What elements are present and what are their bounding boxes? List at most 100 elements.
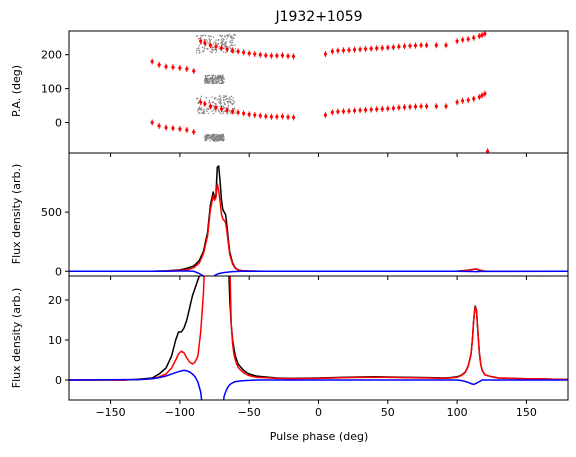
gray-scatter-point bbox=[200, 37, 202, 39]
profile-series-line bbox=[69, 165, 568, 273]
gray-scatter-point bbox=[208, 74, 211, 77]
gray-scatter-point bbox=[200, 95, 203, 98]
gray-scatter-point bbox=[220, 42, 222, 45]
pa-point bbox=[402, 44, 407, 48]
pa-point bbox=[352, 109, 357, 113]
pa-point bbox=[347, 48, 351, 52]
gray-scatter-point bbox=[219, 111, 221, 113]
gray-scatter-point bbox=[225, 34, 228, 37]
pa-point bbox=[336, 49, 340, 53]
gray-scatter-point bbox=[211, 82, 213, 85]
pa-point bbox=[386, 107, 390, 111]
gray-scatter-point bbox=[229, 96, 231, 99]
gray-scatter-point bbox=[220, 99, 222, 101]
gray-scatter-point bbox=[218, 48, 221, 50]
gray-scatter-point bbox=[218, 98, 220, 100]
pa-point bbox=[380, 46, 384, 50]
gray-scatter-point bbox=[215, 138, 218, 140]
gray-scatter-point bbox=[212, 101, 214, 104]
gray-scatter-point bbox=[212, 135, 215, 137]
pa-point bbox=[275, 115, 279, 119]
gray-scatter-point bbox=[226, 113, 229, 115]
pa-point bbox=[364, 108, 368, 112]
gray-scatter-point bbox=[219, 105, 222, 107]
gray-scatter-point bbox=[222, 51, 225, 53]
pa-point bbox=[466, 37, 470, 41]
pa-point bbox=[425, 104, 429, 108]
pa-point bbox=[486, 149, 490, 153]
gray-scatter-point bbox=[206, 135, 208, 137]
gray-scatter-point bbox=[234, 112, 236, 115]
gray-scatter-point bbox=[234, 109, 236, 111]
gray-scatter-point bbox=[215, 140, 217, 142]
gray-scatter-point bbox=[219, 34, 221, 37]
gray-scatter-point bbox=[223, 78, 225, 80]
panel-flux-full-plot-area bbox=[69, 165, 568, 276]
gray-scatter-point bbox=[221, 80, 224, 83]
gray-scatter-point bbox=[211, 46, 214, 48]
gray-scatter-point bbox=[213, 97, 216, 100]
gray-scatter-point bbox=[234, 33, 236, 36]
gray-scatter-point bbox=[222, 111, 224, 113]
gray-scatter-point bbox=[218, 45, 220, 48]
pa-point bbox=[264, 53, 268, 58]
gray-scatter-point bbox=[212, 136, 214, 138]
gray-scatter-point bbox=[196, 52, 198, 54]
gray-scatter-point bbox=[202, 111, 204, 113]
pa-point bbox=[358, 108, 362, 112]
gray-scatter-point bbox=[198, 106, 201, 108]
pa-point bbox=[219, 46, 224, 50]
pa-point bbox=[264, 114, 268, 118]
profile-series-line bbox=[69, 276, 201, 381]
pa-point bbox=[358, 47, 362, 51]
gray-scatter-point bbox=[230, 95, 233, 98]
gray-scatter-point bbox=[218, 75, 220, 78]
gray-scatter-point bbox=[196, 97, 198, 100]
gray-scatter-point bbox=[219, 133, 222, 136]
panel-pa-frame bbox=[68, 30, 569, 154]
gray-scatter-point bbox=[222, 134, 224, 136]
pa-point bbox=[434, 43, 438, 47]
panel-pa: 0 100 200 bbox=[41, 30, 569, 157]
gray-scatter-point bbox=[227, 35, 230, 37]
gray-scatter-point bbox=[212, 109, 215, 112]
gray-scatter-point bbox=[234, 50, 236, 53]
gray-scatter-point bbox=[197, 110, 199, 112]
pa-point bbox=[291, 54, 296, 59]
gray-scatter-point bbox=[223, 107, 225, 109]
x-tick-label: −50 bbox=[238, 406, 261, 419]
gray-scatter-point bbox=[208, 42, 211, 44]
pa-point bbox=[425, 43, 429, 47]
gray-scatter-point bbox=[210, 81, 213, 83]
gray-scatter-point bbox=[208, 134, 210, 137]
gray-scatter-point bbox=[220, 36, 222, 38]
gray-scatter-point bbox=[222, 96, 225, 99]
profile-series-line bbox=[69, 270, 568, 276]
pa-point bbox=[247, 112, 251, 116]
gray-scatter-point bbox=[204, 137, 207, 139]
gray-scatter-point bbox=[228, 33, 230, 36]
gray-scatter-point bbox=[216, 99, 219, 101]
pa-point bbox=[397, 44, 401, 49]
gray-scatter-point bbox=[223, 81, 225, 83]
gray-scatter-point bbox=[225, 98, 227, 101]
gray-scatter-point bbox=[222, 76, 224, 79]
panel-pa-plot-area bbox=[150, 31, 490, 153]
gray-scatter-point bbox=[223, 98, 225, 101]
pa-point bbox=[171, 126, 175, 130]
gray-scatter-point bbox=[213, 41, 215, 43]
gray-scatter-point bbox=[214, 102, 216, 105]
gray-scatter-point bbox=[217, 139, 220, 142]
pa-point bbox=[280, 114, 285, 118]
gray-scatter-point bbox=[223, 135, 225, 138]
flux-zoom-panel-ylabel: Flux density (arb.) bbox=[10, 288, 23, 389]
gray-scatter-point bbox=[216, 44, 218, 46]
gray-scatter-point bbox=[228, 46, 230, 48]
pa-point bbox=[341, 48, 346, 52]
gray-scatter-cluster bbox=[204, 74, 225, 85]
pa-point bbox=[150, 59, 154, 64]
pa-point bbox=[369, 108, 373, 112]
gray-scatter-point bbox=[206, 110, 208, 113]
pa-point bbox=[483, 32, 487, 36]
pa-point bbox=[219, 107, 224, 111]
